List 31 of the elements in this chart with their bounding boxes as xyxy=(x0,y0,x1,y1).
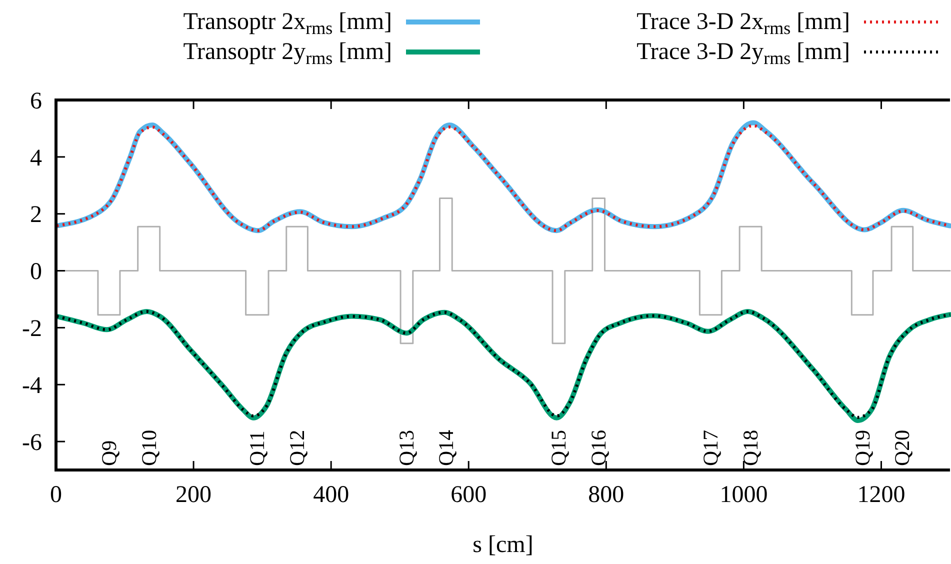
legend-label: Trace 3-D 2y$_{rms}$ [mm] xyxy=(636,39,850,68)
annotation: Q19 xyxy=(850,430,874,466)
y-tick-label: 6 xyxy=(30,88,42,114)
x-tick-label: 400 xyxy=(313,482,350,508)
x-tick-label: 800 xyxy=(588,482,624,508)
x-tick-label: 1000 xyxy=(720,482,768,508)
y-tick-label: 2 xyxy=(30,202,42,228)
annotation: Q16 xyxy=(586,430,611,466)
annotation: Q18 xyxy=(738,430,763,466)
annotation: Q15 xyxy=(546,430,571,466)
x-tick-label: 600 xyxy=(450,482,487,508)
legend-label: Transoptr 2y$_{rms}$ [mm] xyxy=(183,39,392,68)
y-tick-label: -2 xyxy=(22,316,42,342)
y-tick-label: 4 xyxy=(30,145,42,172)
x-tick-label: 200 xyxy=(176,482,212,508)
annotation: Q10 xyxy=(136,430,161,466)
y-tick-label: -4 xyxy=(22,373,42,400)
annotation: Q17 xyxy=(698,430,723,466)
y-tick-label: -6 xyxy=(22,430,42,456)
annotation: Q13 xyxy=(394,430,419,466)
x-axis-title: s [cm] xyxy=(472,532,534,558)
x-tick-label: 1200 xyxy=(857,482,906,508)
annotation: Q14 xyxy=(434,429,458,466)
x-tick-label: 0 xyxy=(50,482,62,508)
annotation: Q11 xyxy=(245,430,270,466)
legend-label: Transoptr 2x$_{rms}$ [mm] xyxy=(183,9,392,38)
annotation: Q12 xyxy=(285,430,310,466)
annotation: Q20 xyxy=(890,430,914,466)
annotation: Q9 xyxy=(96,440,121,466)
y-tick-label: 0 xyxy=(30,259,42,286)
legend-label: Trace 3-D 2x$_{rms}$ [mm] xyxy=(636,9,850,38)
